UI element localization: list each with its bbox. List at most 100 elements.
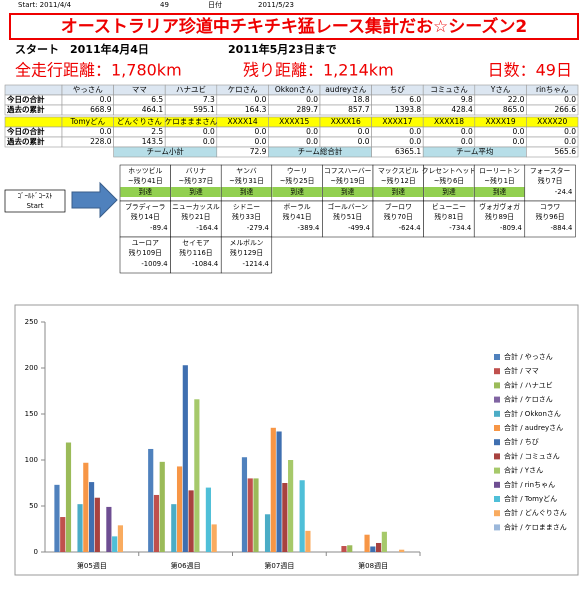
place-name: マックスビル	[378, 166, 419, 175]
reached-cell	[322, 187, 373, 197]
legend-swatch	[494, 382, 500, 389]
place-name: ブーロワ	[385, 202, 412, 211]
bar	[381, 531, 387, 552]
days-left: 残り33日	[232, 212, 261, 221]
reached: 到達	[341, 187, 355, 196]
days-left: ~残り1日	[484, 176, 514, 185]
course-cell	[220, 236, 273, 274]
place-name: ゴールバーン	[327, 202, 368, 211]
place-name: ローリートン	[479, 167, 520, 175]
member-name: XXXX20	[537, 117, 567, 126]
legend-swatch	[494, 396, 500, 403]
legend-swatch	[494, 510, 500, 517]
value: 0.0	[306, 95, 318, 104]
start-date: スタート 2011年4月4日	[15, 42, 149, 56]
days-total: 日数：49日	[488, 61, 572, 80]
bar	[264, 514, 271, 552]
distance-left: -24.4	[555, 188, 573, 196]
value: 1393.8	[395, 105, 421, 114]
member-name: やっさん	[73, 85, 103, 94]
legend-label: 合計 / audreyさん	[504, 423, 563, 432]
arrow	[71, 181, 118, 219]
value: 266.6	[555, 105, 577, 114]
course-cell	[322, 200, 374, 238]
value: 2.5	[151, 127, 163, 136]
bar	[112, 536, 118, 552]
bar	[83, 462, 89, 552]
member-name: Yさん	[490, 85, 511, 94]
reached: 到達	[290, 187, 304, 196]
place-name: メルボルン	[230, 239, 264, 247]
end-date: 2011年5月23日まで	[228, 42, 337, 56]
member-name: Tomyどん	[69, 117, 105, 126]
total-value: 6365.1	[395, 147, 421, 156]
member-name: ちび	[390, 85, 405, 94]
days-left: ~残り41日	[128, 176, 163, 185]
member-name: ケロまままさん	[165, 117, 218, 126]
value: 857.7	[348, 105, 370, 114]
row-label: 今日の合計	[6, 126, 45, 136]
bar	[211, 524, 217, 552]
legend-label: 合計 / Yさん	[504, 466, 543, 475]
legend-label: 合計 / ケロままさん	[504, 522, 567, 531]
place-name: ニューカッスル	[172, 203, 220, 211]
total-label: チーム総合計	[298, 146, 343, 156]
course-cell	[119, 236, 171, 274]
value: 595.1	[193, 105, 215, 114]
bar	[241, 457, 248, 552]
legend-label: 合計 / どんぐりさん	[504, 508, 567, 517]
start-text: Start	[26, 202, 43, 210]
place-name: コラワ	[540, 203, 560, 211]
days-count: 49	[160, 1, 169, 9]
member-name: XXXX15	[279, 117, 309, 126]
member-name: rinちゃん	[536, 85, 569, 94]
bar	[205, 487, 211, 552]
place-name: コフスハーバー	[324, 167, 372, 175]
value: 7.3	[203, 95, 215, 104]
legend-swatch	[494, 496, 500, 502]
value: 0.0	[409, 127, 421, 136]
days-left: 残り116日	[179, 248, 212, 257]
reached: 到達	[392, 187, 406, 196]
x-tick-label: 第07週目	[264, 561, 294, 570]
bar	[159, 461, 165, 552]
bar	[270, 427, 276, 552]
bar	[77, 504, 83, 552]
course-cell	[473, 200, 526, 238]
distance-left: -1214.4	[243, 260, 269, 268]
value: 0.0	[358, 137, 370, 146]
days-left: ~残り6日	[434, 176, 464, 185]
legend-label: 合計 / Okkonさん	[504, 409, 561, 418]
bar	[153, 494, 160, 552]
value-cell	[526, 104, 579, 116]
bar	[341, 546, 347, 552]
bar	[148, 448, 154, 552]
legend-swatch	[494, 410, 500, 417]
title-box	[9, 13, 579, 40]
value: 464.1	[142, 105, 164, 114]
days-left: 残り96日	[536, 212, 565, 221]
value: 0.0	[254, 95, 266, 104]
bar	[88, 482, 95, 552]
y-tick-label: 50	[29, 502, 38, 510]
days-left: 残り41日	[283, 212, 312, 221]
value: 428.4	[451, 105, 473, 114]
legend-swatch	[494, 354, 500, 360]
x-tick-label: 第06週目	[171, 561, 201, 570]
bar	[54, 484, 60, 552]
total-value: 565.6	[555, 147, 577, 156]
distance-left: -499.4	[348, 224, 370, 232]
distance-left: -1084.4	[192, 260, 218, 268]
value: 0.0	[306, 127, 318, 136]
distance-left: -734.4	[449, 224, 471, 232]
legend-label: 合計 / ちび	[504, 437, 539, 446]
days-left: 残り51日	[333, 212, 362, 221]
date-label: 日付	[208, 0, 222, 9]
days-left: 残り7日	[538, 176, 563, 185]
member-name: XXXX14	[228, 117, 258, 126]
bar	[94, 497, 100, 552]
header-cell	[4, 116, 63, 128]
value: 18.8	[353, 95, 370, 104]
legend-label: 合計 / ケロさん	[504, 395, 553, 404]
